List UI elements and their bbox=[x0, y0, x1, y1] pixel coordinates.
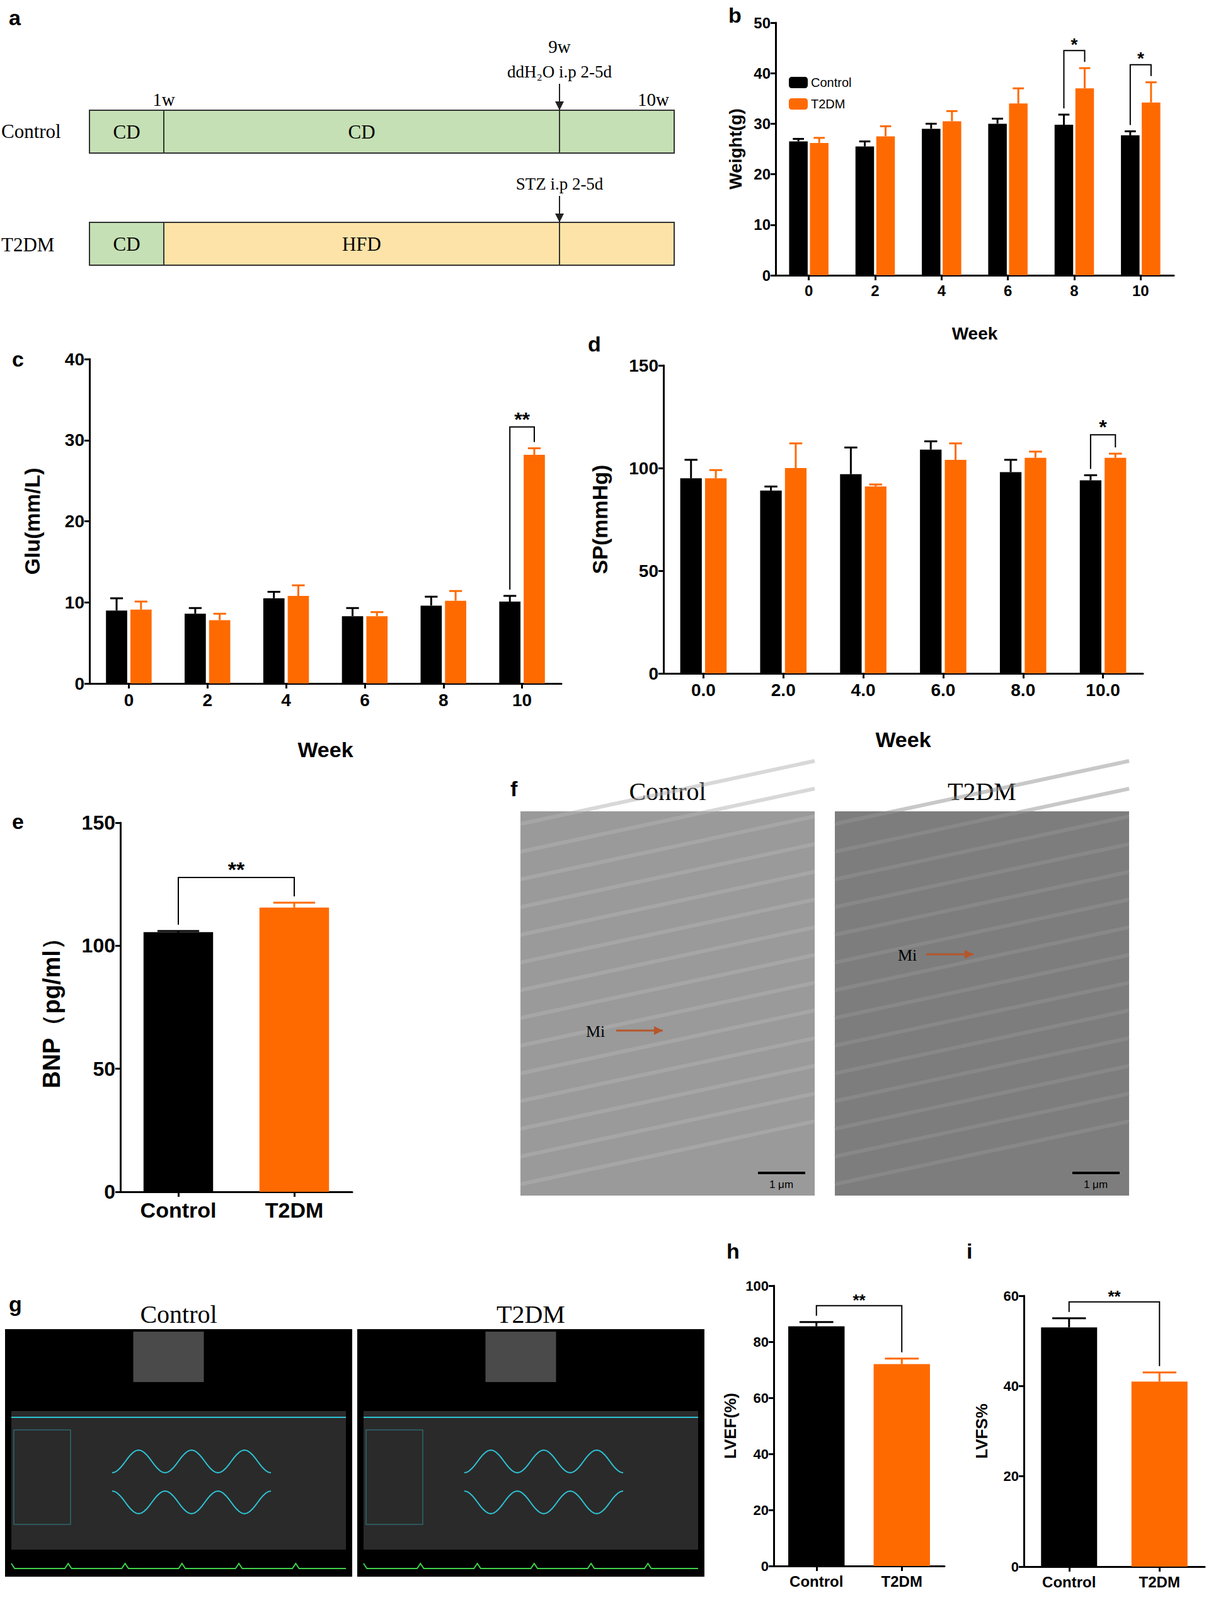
svg-text:STZ i.p 2-5d: STZ i.p 2-5d bbox=[516, 174, 604, 194]
svg-text:10w: 10w bbox=[637, 89, 670, 110]
svg-text:Control: Control bbox=[140, 1198, 217, 1223]
svg-text:50: 50 bbox=[638, 561, 659, 581]
svg-text:10: 10 bbox=[64, 592, 85, 613]
svg-text:20: 20 bbox=[753, 1502, 769, 1519]
svg-text:**: ** bbox=[514, 408, 530, 431]
svg-text:8: 8 bbox=[1069, 282, 1079, 300]
svg-text:e: e bbox=[11, 809, 24, 834]
svg-text:0: 0 bbox=[648, 664, 659, 684]
svg-text:2.0: 2.0 bbox=[771, 680, 796, 701]
svg-text:20: 20 bbox=[1003, 1468, 1019, 1485]
svg-text:T2DM: T2DM bbox=[265, 1198, 324, 1223]
svg-text:CD: CD bbox=[347, 120, 375, 144]
svg-text:6.0: 6.0 bbox=[930, 680, 956, 701]
svg-text:8: 8 bbox=[438, 690, 449, 711]
svg-text:**: ** bbox=[228, 857, 246, 882]
svg-text:0: 0 bbox=[103, 1180, 116, 1204]
svg-text:40: 40 bbox=[753, 64, 771, 82]
svg-text:ddH₂O i.p 2-5d: ddH₂O i.p 2-5d bbox=[507, 62, 613, 82]
svg-text:*: * bbox=[1098, 415, 1108, 439]
svg-text:1 μm: 1 μm bbox=[1083, 1178, 1108, 1191]
svg-text:20: 20 bbox=[753, 165, 771, 183]
svg-text:10: 10 bbox=[512, 690, 532, 711]
svg-text:LVEF(%): LVEF(%) bbox=[720, 1393, 740, 1460]
svg-text:SP(mmHg): SP(mmHg) bbox=[587, 464, 612, 575]
svg-text:f: f bbox=[510, 776, 518, 801]
svg-text:a: a bbox=[8, 5, 22, 30]
svg-text:Control: Control bbox=[789, 1573, 844, 1591]
svg-text:CD: CD bbox=[112, 233, 140, 256]
svg-text:0: 0 bbox=[761, 1558, 769, 1575]
svg-text:Mi: Mi bbox=[897, 946, 917, 965]
svg-text:*: * bbox=[1071, 34, 1079, 55]
svg-text:T2DM: T2DM bbox=[881, 1573, 923, 1591]
svg-text:8.0: 8.0 bbox=[1010, 680, 1036, 701]
svg-text:T2DM: T2DM bbox=[496, 1300, 566, 1329]
svg-text:80: 80 bbox=[753, 1334, 769, 1351]
svg-text:6: 6 bbox=[359, 690, 370, 711]
svg-text:100: 100 bbox=[628, 458, 659, 479]
svg-text:40: 40 bbox=[1003, 1378, 1019, 1395]
svg-text:Control: Control bbox=[810, 75, 852, 90]
svg-text:4: 4 bbox=[937, 282, 947, 300]
svg-text:100: 100 bbox=[745, 1278, 769, 1295]
svg-text:T2DM: T2DM bbox=[947, 777, 1017, 806]
svg-text:4: 4 bbox=[281, 690, 292, 711]
svg-text:2: 2 bbox=[202, 690, 213, 711]
svg-text:10: 10 bbox=[753, 216, 771, 234]
svg-text:30: 30 bbox=[753, 115, 771, 133]
svg-text:10: 10 bbox=[1132, 282, 1150, 300]
svg-text:c: c bbox=[11, 347, 24, 372]
svg-text:150: 150 bbox=[81, 811, 116, 835]
svg-text:Control: Control bbox=[629, 777, 707, 806]
svg-text:LVFS%: LVFS% bbox=[972, 1403, 992, 1460]
svg-text:9w: 9w bbox=[548, 36, 571, 57]
svg-text:0.0: 0.0 bbox=[691, 680, 716, 701]
svg-text:b: b bbox=[728, 3, 742, 28]
svg-text:CD: CD bbox=[112, 120, 140, 144]
svg-text:100: 100 bbox=[81, 934, 116, 958]
svg-text:150: 150 bbox=[628, 355, 659, 376]
svg-text:30: 30 bbox=[64, 430, 85, 450]
svg-text:g: g bbox=[8, 1292, 23, 1317]
svg-text:0: 0 bbox=[804, 282, 813, 300]
svg-text:0: 0 bbox=[124, 690, 135, 711]
svg-text:Control: Control bbox=[139, 1300, 217, 1329]
svg-text:60: 60 bbox=[1003, 1288, 1019, 1305]
svg-text:Control: Control bbox=[1, 120, 62, 143]
svg-text:0: 0 bbox=[74, 674, 85, 694]
svg-text:HFD: HFD bbox=[342, 233, 382, 256]
svg-text:40: 40 bbox=[753, 1446, 769, 1463]
svg-text:1 μm: 1 μm bbox=[769, 1178, 794, 1191]
svg-text:4.0: 4.0 bbox=[851, 680, 876, 701]
svg-text:Week: Week bbox=[297, 737, 353, 762]
svg-text:40: 40 bbox=[64, 349, 85, 370]
svg-text:BNP（pg/ml）: BNP（pg/ml） bbox=[38, 926, 65, 1089]
svg-text:1w: 1w bbox=[152, 89, 176, 110]
svg-text:Week: Week bbox=[952, 323, 999, 344]
svg-text:0: 0 bbox=[1011, 1559, 1019, 1576]
svg-text:h: h bbox=[726, 1239, 740, 1264]
svg-text:i: i bbox=[966, 1239, 973, 1264]
svg-text:Mi: Mi bbox=[585, 1022, 605, 1041]
svg-text:10.0: 10.0 bbox=[1085, 680, 1121, 701]
svg-text:*: * bbox=[1137, 48, 1145, 69]
svg-text:d: d bbox=[587, 332, 602, 356]
svg-text:**: ** bbox=[1107, 1287, 1121, 1307]
svg-text:50: 50 bbox=[753, 14, 771, 32]
svg-text:Weight(g): Weight(g) bbox=[725, 108, 746, 190]
svg-text:T2DM: T2DM bbox=[810, 97, 845, 111]
svg-text:T2DM: T2DM bbox=[1, 233, 55, 256]
svg-text:6: 6 bbox=[1003, 282, 1012, 300]
svg-text:T2DM: T2DM bbox=[1139, 1573, 1181, 1591]
svg-text:Glu(mm/L): Glu(mm/L) bbox=[20, 468, 45, 576]
svg-text:20: 20 bbox=[64, 511, 85, 532]
svg-text:Control: Control bbox=[1042, 1573, 1096, 1591]
svg-text:0: 0 bbox=[762, 267, 771, 285]
svg-text:Week: Week bbox=[875, 727, 931, 752]
svg-text:**: ** bbox=[852, 1291, 866, 1310]
svg-text:2: 2 bbox=[870, 282, 879, 300]
svg-text:50: 50 bbox=[92, 1057, 116, 1081]
svg-text:60: 60 bbox=[753, 1390, 769, 1407]
